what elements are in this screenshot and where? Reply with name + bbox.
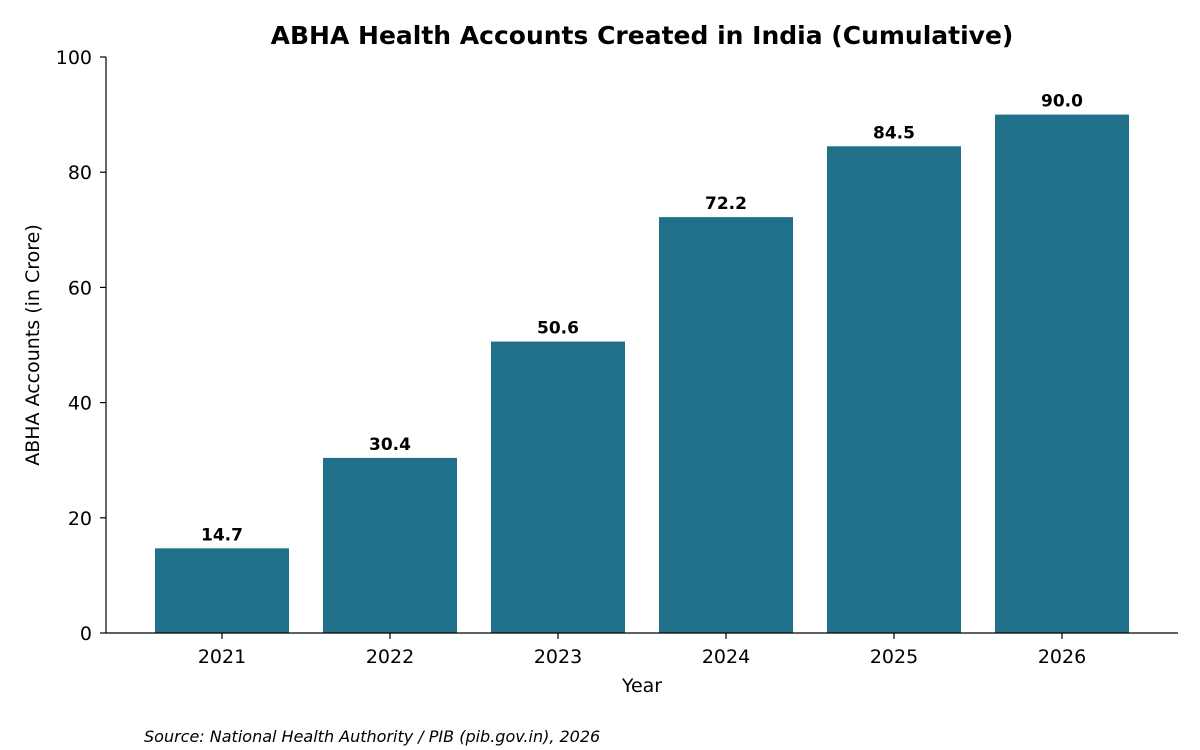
- data-label-2021: 14.7: [201, 525, 243, 545]
- y-tick-label-20: 20: [68, 508, 92, 530]
- y-ticks-group: 0 20 40 60 80 100: [56, 47, 106, 645]
- x-axis-label: Year: [621, 675, 662, 697]
- bar-2024: [659, 217, 793, 634]
- y-tick-label-0: 0: [80, 623, 92, 645]
- data-label-2024: 72.2: [705, 194, 747, 214]
- bar-2026: [995, 114, 1129, 634]
- bar-2025: [827, 146, 961, 633]
- data-label-2022: 30.4: [369, 435, 411, 455]
- bar-2022: [323, 457, 457, 633]
- plot-area: 14.7 30.4 50.6 72.2 84.5 90.0 0 20 40 60 80 100 20…: [56, 47, 1178, 668]
- bars-group: [155, 114, 1129, 634]
- x-tick-label-2026: 2026: [1038, 646, 1086, 668]
- y-axis-label: ABHA Accounts (in Crore): [22, 224, 44, 466]
- source-note: Source: National Health Authority / PIB …: [144, 727, 600, 746]
- y-tick-label-40: 40: [68, 393, 92, 415]
- x-tick-label-2022: 2022: [366, 646, 414, 668]
- y-tick-label-100: 100: [56, 47, 92, 69]
- bar-2021: [155, 548, 289, 633]
- y-tick-label-80: 80: [68, 162, 92, 184]
- bar-2023: [491, 341, 625, 633]
- data-label-2026: 90.0: [1041, 92, 1083, 112]
- x-tick-label-2021: 2021: [198, 646, 246, 668]
- y-tick-label-60: 60: [68, 277, 92, 299]
- data-label-2025: 84.5: [873, 123, 915, 143]
- x-tick-label-2023: 2023: [534, 646, 582, 668]
- data-label-2023: 50.6: [537, 319, 579, 339]
- chart-title: ABHA Health Accounts Created in India (C…: [271, 21, 1014, 50]
- data-labels-group: 14.7 30.4 50.6 72.2 84.5 90.0: [201, 92, 1083, 546]
- x-tick-label-2025: 2025: [870, 646, 918, 668]
- x-ticks-group: 2021 2022 2023 2024 2025 2026: [198, 633, 1086, 668]
- x-tick-label-2024: 2024: [702, 646, 750, 668]
